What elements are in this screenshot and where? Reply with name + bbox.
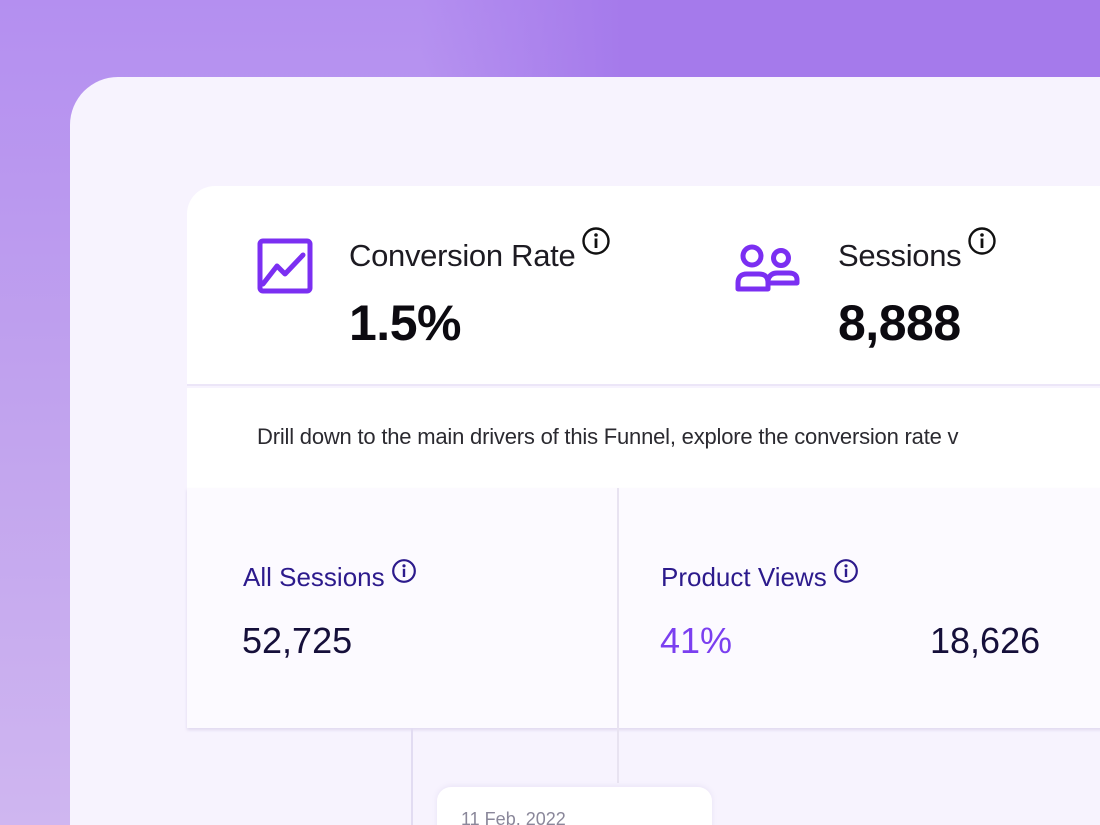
funnel-step-all-sessions[interactable]: All Sessions 52,725 <box>187 488 617 728</box>
step-conversion-percent: 41% <box>660 620 733 661</box>
info-icon[interactable] <box>391 558 417 591</box>
background-gradient <box>420 0 1100 90</box>
step-label: All Sessions <box>243 559 417 593</box>
step-label: Product Views <box>661 559 859 593</box>
trend-chart-icon <box>257 238 313 299</box>
funnel-steps: All Sessions 52,725 Product Views 41% 18… <box>187 488 1100 783</box>
kpi-sessions: Sessions 8,888 <box>667 186 1100 386</box>
kpi-value: 8,888 <box>838 295 961 351</box>
funnel-description: Drill down to the main drivers of this F… <box>257 424 959 449</box>
step-divider <box>617 488 619 783</box>
info-icon[interactable] <box>967 226 997 264</box>
timeline-line <box>411 728 413 825</box>
kpi-label: Sessions <box>838 227 997 274</box>
kpi-value: 1.5% <box>349 295 461 351</box>
tooltip-date: 11 Feb, 2022 <box>461 809 566 825</box>
step-value: 52,725 <box>242 620 353 661</box>
kpi-conversion-rate: Conversion Rate 1.5% <box>187 186 667 386</box>
funnel-step-product-views[interactable]: Product Views 41% 18,626 <box>619 488 1100 728</box>
date-tooltip-card: 11 Feb, 2022 <box>437 787 712 825</box>
kpi-label: Conversion Rate <box>349 227 611 274</box>
users-icon <box>735 242 801 299</box>
kpi-summary-card: Conversion Rate 1.5% Sessions <box>187 186 1100 386</box>
info-icon[interactable] <box>581 226 611 264</box>
info-icon[interactable] <box>833 558 859 591</box>
step-value: 18,626 <box>930 620 1041 661</box>
description-band: Drill down to the main drivers of this F… <box>187 388 1100 488</box>
